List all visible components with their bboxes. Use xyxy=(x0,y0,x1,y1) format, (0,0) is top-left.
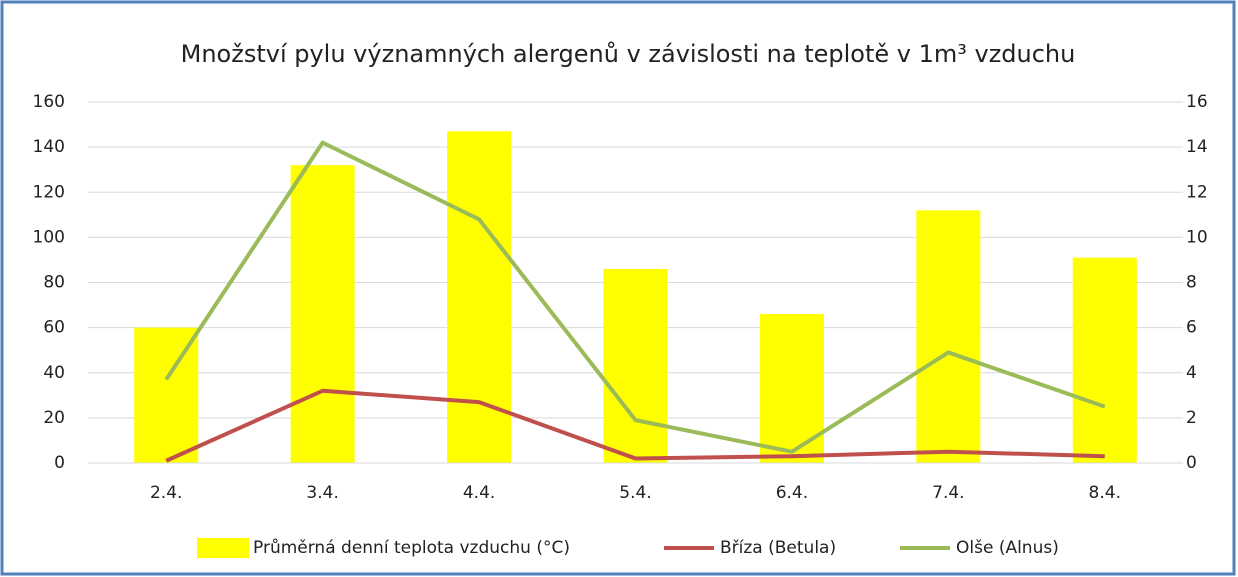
y-tick-label: 80 xyxy=(43,273,65,293)
y2-tick-label: 8 xyxy=(1186,273,1197,293)
line-series xyxy=(164,140,1106,454)
bar xyxy=(447,131,512,464)
y2-tick-label: 12 xyxy=(1186,182,1208,202)
x-tick-label: 5.4. xyxy=(619,483,651,503)
bar xyxy=(759,314,824,463)
y-tick-label: 60 xyxy=(43,318,65,338)
line-series xyxy=(165,388,1105,463)
x-tick-label: 6.4. xyxy=(776,483,808,503)
y2-tick-label: 16 xyxy=(1186,92,1208,112)
legend-label: Olše (Alnus) xyxy=(956,538,1059,558)
y2-tick-label: 4 xyxy=(1186,363,1197,383)
y2-tick-label: 6 xyxy=(1186,318,1197,338)
y2-tick-label: 0 xyxy=(1186,453,1197,473)
bar xyxy=(603,268,668,463)
y-tick-label: 0 xyxy=(54,453,65,473)
chart-title: Množství pylu významných alergenů v závi… xyxy=(181,40,1076,68)
bar xyxy=(916,210,981,463)
y2-tick-label: 10 xyxy=(1186,227,1208,247)
x-tick-label: 7.4. xyxy=(932,483,964,503)
x-tick-label: 2.4. xyxy=(150,483,182,503)
y-tick-label: 120 xyxy=(33,182,65,202)
legend-label: Bříza (Betula) xyxy=(720,538,836,558)
x-tick-label: 8.4. xyxy=(1089,483,1121,503)
x-tick-label: 4.4. xyxy=(463,483,495,503)
y-tick-label: 160 xyxy=(33,92,65,112)
bar xyxy=(1072,257,1137,463)
legend-label: Průměrná denní teplota vzduchu (°C) xyxy=(253,538,570,558)
y2-tick-label: 14 xyxy=(1186,137,1208,157)
bar xyxy=(290,165,355,464)
legend-swatch xyxy=(197,538,249,558)
y-tick-label: 140 xyxy=(33,137,65,157)
y-tick-label: 100 xyxy=(33,227,65,247)
y-tick-label: 40 xyxy=(43,363,65,383)
y-tick-label: 20 xyxy=(43,408,65,428)
y2-tick-label: 2 xyxy=(1186,408,1197,428)
x-tick-label: 3.4. xyxy=(306,483,338,503)
